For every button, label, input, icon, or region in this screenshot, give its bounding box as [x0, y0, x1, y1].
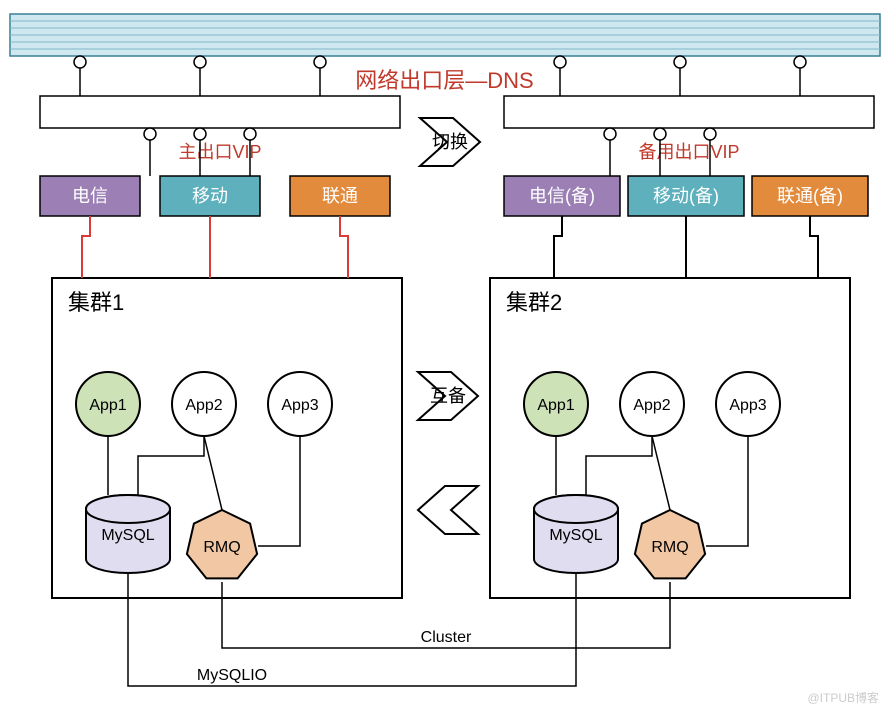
rmq-label: RMQ — [651, 539, 688, 556]
carrier-label: 移动(备) — [653, 186, 719, 206]
switch-label: 切换 — [432, 132, 468, 152]
cluster-title: 集群1 — [68, 290, 124, 315]
mutual-arrow-left — [418, 486, 478, 534]
watermark: @ITPUB博客 — [807, 689, 879, 706]
carrier-link — [810, 216, 818, 278]
vip-main-title: 主出口VIP — [178, 142, 261, 162]
mysql-io-link — [128, 573, 576, 686]
app-label: App3 — [281, 397, 318, 414]
carrier-label: 联通(备) — [777, 186, 843, 206]
vip-main-box — [40, 96, 400, 128]
app-label: App1 — [89, 397, 126, 414]
bus-connector — [74, 56, 86, 68]
carrier-link — [340, 216, 348, 278]
app-label: App2 — [185, 397, 222, 414]
cluster-link-label: Cluster — [421, 629, 472, 646]
carrier-link — [554, 216, 562, 278]
app-label: App3 — [729, 397, 766, 414]
bus-connector — [554, 56, 566, 68]
bus-connector — [674, 56, 686, 68]
app-label: App1 — [537, 397, 574, 414]
rmq-label: RMQ — [203, 539, 240, 556]
carrier-label: 移动 — [192, 186, 228, 206]
carrier-label: 电信(备) — [529, 186, 595, 206]
bus-connector — [194, 56, 206, 68]
dns-title: 网络出口层—DNS — [355, 68, 533, 93]
mutual-label: 互备 — [430, 386, 466, 406]
mysql-label: MySQL — [101, 527, 154, 544]
bus-connector — [314, 56, 326, 68]
bus-connector — [794, 56, 806, 68]
vip-bak-title: 备用出口VIP — [638, 142, 739, 162]
mysqlio-link-label: MySQLIO — [197, 667, 267, 684]
carrier-link — [82, 216, 90, 278]
carrier-label: 电信 — [72, 186, 108, 206]
mysql-label: MySQL — [549, 527, 602, 544]
vip-bak-box — [504, 96, 874, 128]
app-label: App2 — [633, 397, 670, 414]
cluster-title: 集群2 — [506, 290, 562, 315]
carrier-label: 联通 — [322, 186, 358, 206]
